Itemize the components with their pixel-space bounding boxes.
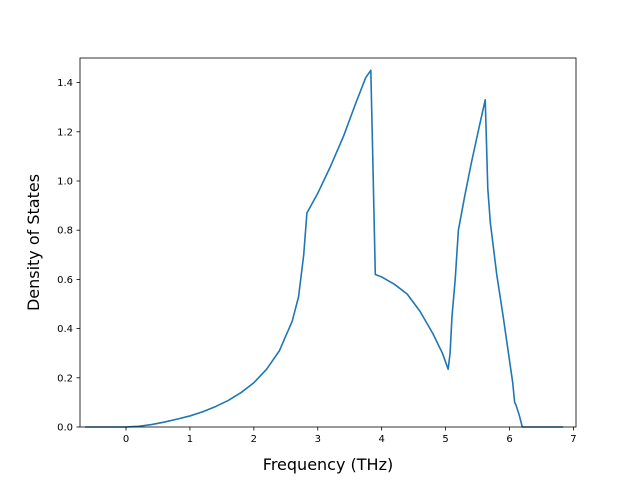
x-tick-label: 1: [187, 434, 193, 445]
x-tick-label: 3: [315, 434, 321, 445]
x-axis-label: Frequency (THz): [263, 455, 393, 474]
x-tick-label: 2: [251, 434, 257, 445]
plot-area: [85, 69, 564, 428]
x-tick-label: 5: [442, 434, 448, 445]
series-line-0: [85, 69, 564, 428]
x-tick-label: 0: [123, 434, 129, 445]
y-tick-label: 1.0: [57, 177, 73, 188]
y-tick-label: 0.6: [57, 275, 73, 286]
y-tick-label: 0.4: [57, 324, 73, 335]
axes-frame: [79, 57, 577, 428]
x-tick-label: 6: [506, 434, 512, 445]
y-tick-label: 1.2: [57, 127, 73, 138]
y-tick-label: 0.8: [57, 226, 73, 237]
y-tick-label: 1.4: [57, 78, 73, 89]
y-ticks: 0.0 0.2 0.4 0.6 0.8 1.0 1.2 1.4: [57, 78, 80, 434]
y-tick-label: 0.0: [57, 423, 73, 434]
x-ticks: 0 1 2 3 4 5 6 7: [123, 427, 577, 445]
y-tick-label: 0.2: [57, 373, 73, 384]
y-axis-label: Density of States: [24, 174, 43, 311]
x-tick-label: 4: [379, 434, 385, 445]
x-tick-label: 7: [570, 434, 576, 445]
